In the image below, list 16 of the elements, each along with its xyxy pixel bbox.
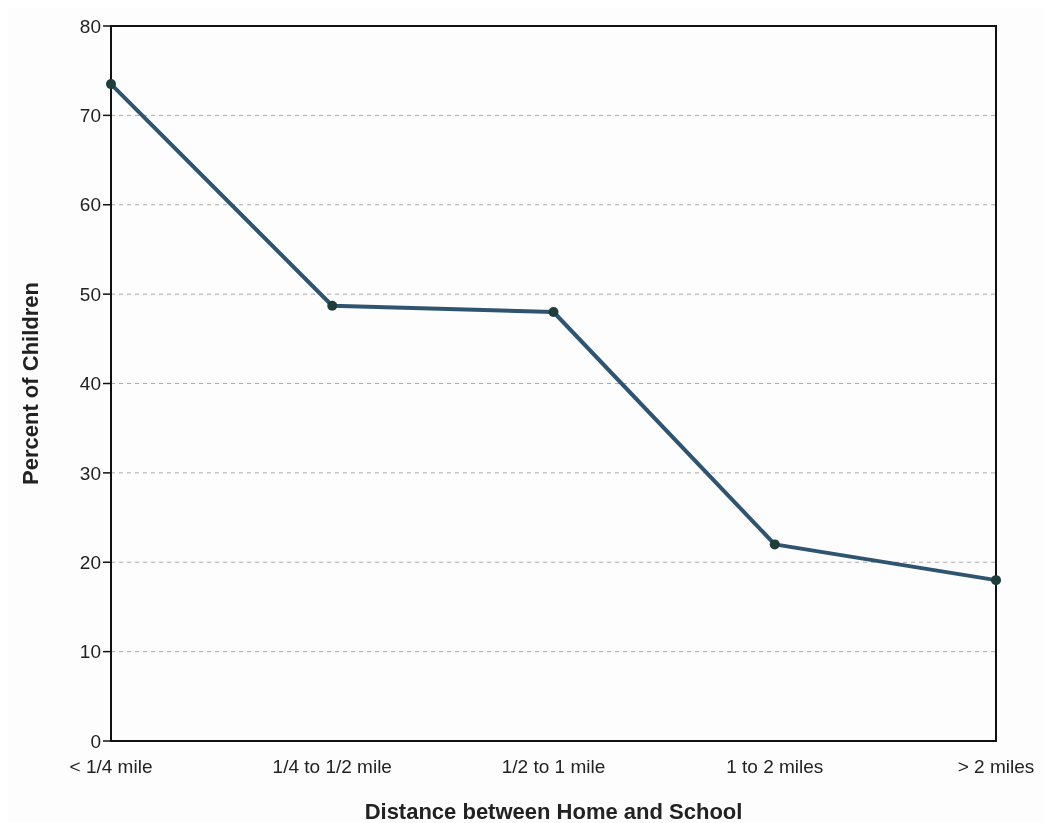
y-tick-label: 40 bbox=[79, 373, 101, 395]
y-tick-label: 70 bbox=[79, 105, 101, 127]
y-tick-label: 20 bbox=[79, 551, 101, 573]
y-tick-label: 30 bbox=[79, 462, 101, 484]
x-tick-label: 1 to 2 miles bbox=[726, 756, 824, 777]
x-tick-label: 1/2 to 1 mile bbox=[501, 756, 606, 777]
y-tick-label: 80 bbox=[79, 15, 101, 37]
y-tick-label: 50 bbox=[79, 283, 101, 305]
x-tick-label: < 1/4 mile bbox=[69, 756, 153, 777]
y-tick-label: 0 bbox=[90, 730, 101, 752]
y-axis-title: Percent of Children bbox=[18, 282, 43, 485]
y-tick-label: 10 bbox=[79, 641, 101, 663]
x-tick-label: > 2 miles bbox=[957, 756, 1035, 777]
x-axis-title: Distance between Home and School bbox=[364, 799, 743, 823]
x-tick-label: 1/4 to 1/2 mile bbox=[272, 756, 392, 777]
y-tick-label: 60 bbox=[79, 194, 101, 216]
